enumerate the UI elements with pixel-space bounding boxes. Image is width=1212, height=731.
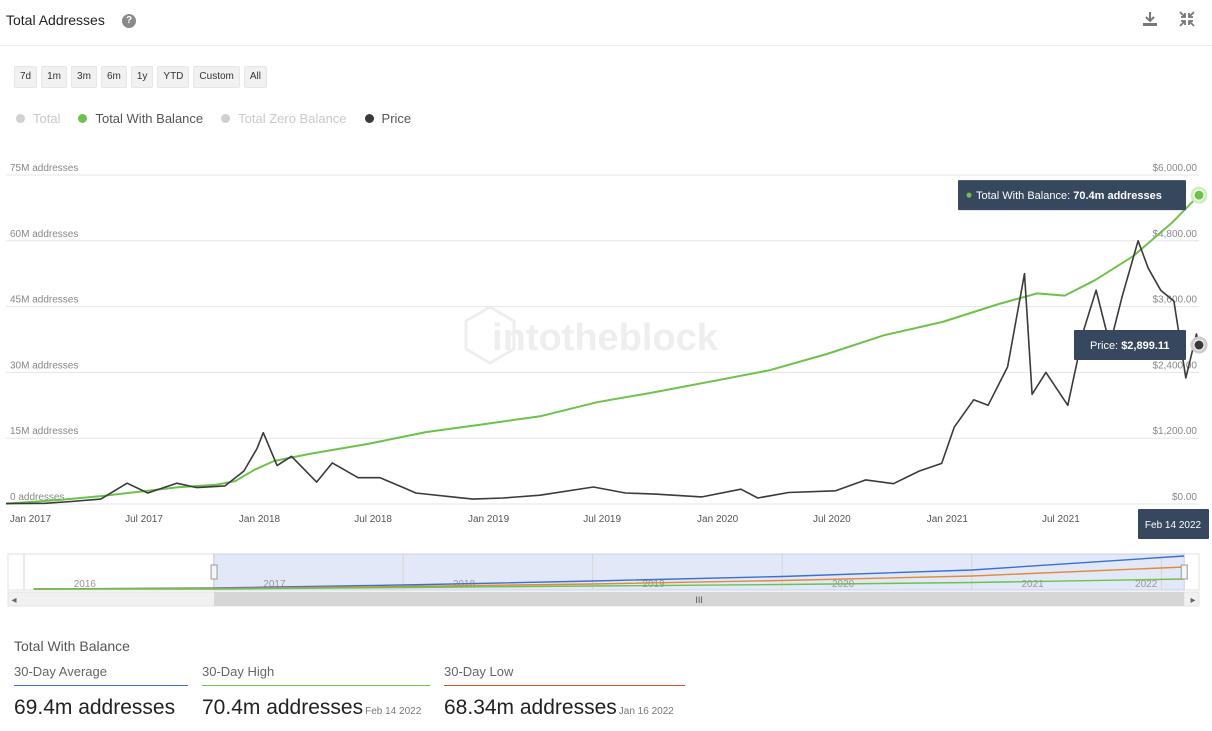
range-button-1y[interactable]: 1y xyxy=(130,66,154,88)
range-button-ytd[interactable]: YTD xyxy=(157,66,190,88)
page-title: Total Addresses xyxy=(6,12,105,28)
series-line-total-with-balance xyxy=(5,194,1200,505)
stat-30-day-low: 30-Day Low 68.34m addresses Jan 16 2022 xyxy=(444,664,685,720)
legend-label: Total xyxy=(33,110,61,126)
tooltip-price-value: $2,899.11 xyxy=(1121,340,1169,352)
range-button-7d[interactable]: 7d xyxy=(14,66,38,88)
watermark: intotheblock xyxy=(492,317,719,359)
navigator-right-handle[interactable] xyxy=(1180,564,1188,580)
tooltip-green-dot-icon xyxy=(966,192,972,198)
scroll-right-arrow-icon[interactable]: ▸ xyxy=(1190,595,1195,606)
tooltip-balance-label: Total With Balance: xyxy=(976,190,1073,202)
tooltip-balance-box xyxy=(958,180,1186,211)
range-button-custom[interactable]: Custom xyxy=(193,66,240,88)
tooltip-price-text: Price: $2,899.11 xyxy=(1090,340,1170,352)
legend-dot-icon xyxy=(364,113,374,123)
y-right-tick-label: $0.00 xyxy=(1172,492,1197,503)
legend-item-total[interactable]: Total xyxy=(16,108,60,128)
x-tick-label: Jul 2018 xyxy=(354,514,392,525)
stat-label: 30-Day Average xyxy=(14,664,188,686)
stat-30-day-high: 30-Day High 70.4m addresses Feb 14 2022 xyxy=(202,664,430,720)
navigator-year-label: 2017 xyxy=(263,579,286,590)
tooltip-balance-text: Total With Balance: 70.4m addresses xyxy=(976,190,1162,202)
y-left-tick-label: 45M addresses xyxy=(10,295,78,306)
legend-label: Price xyxy=(381,110,412,126)
range-button-3m[interactable]: 3m xyxy=(71,66,97,88)
navigator-left-handle[interactable] xyxy=(210,564,218,580)
legend-item-price[interactable]: Price xyxy=(364,108,412,128)
x-tick-label: Jan 2019 xyxy=(468,514,510,525)
tooltip-date-box xyxy=(1138,509,1209,539)
x-tick-label: Jan 2021 xyxy=(927,514,969,525)
legend-label: Total With Balance xyxy=(95,110,204,126)
stat-value: 70.4m addresses Feb 14 2022 xyxy=(202,696,430,720)
range-navigator[interactable]: 2016 2017 2018 2019 2020 2021 2022◂ ▸III xyxy=(0,552,1212,608)
stat-date: Jan 16 2022 xyxy=(618,706,674,717)
legend-dot-icon xyxy=(16,113,25,123)
y-right-tick-label: $6,000.00 xyxy=(1153,163,1198,174)
y-left-tick-label: 30M addresses xyxy=(10,360,78,371)
legend-dot-icon xyxy=(221,113,231,123)
x-tick-label: Jul 2019 xyxy=(583,514,621,525)
stats-title: Total With Balance xyxy=(14,638,130,654)
chart-header: Total Addresses ? xyxy=(0,0,1212,46)
collapse-icon[interactable] xyxy=(1178,10,1196,28)
x-tick-label: Jul 2020 xyxy=(813,514,851,525)
stat-value: 69.4m addresses xyxy=(14,696,188,720)
legend-label: Total Zero Balance xyxy=(238,110,347,126)
y-left-tick-label: 60M addresses xyxy=(10,229,78,240)
download-icon[interactable] xyxy=(1141,10,1159,28)
stat-value-text: 70.4m addresses xyxy=(202,696,364,719)
navigator-year-label: 2018 xyxy=(453,579,476,590)
legend-item-total-zero-balance[interactable]: Total Zero Balance xyxy=(221,108,347,128)
navigator-year-label: 2019 xyxy=(642,579,665,590)
stat-value-text: 68.34m addresses xyxy=(444,696,617,719)
help-icon[interactable]: ? xyxy=(122,14,136,28)
navigator-year-label: 2016 xyxy=(74,579,97,590)
y-left-tick-label: 15M addresses xyxy=(10,426,78,437)
series-end-point xyxy=(1194,190,1204,200)
chart-legend: Total Total With Balance Total Zero Bala… xyxy=(16,108,429,128)
scroll-left-arrow-icon[interactable]: ◂ xyxy=(11,595,16,606)
navigator-year-label: 2022 xyxy=(1135,579,1158,590)
stat-label: 30-Day High xyxy=(202,664,430,686)
stat-date: Feb 14 2022 xyxy=(365,706,422,717)
range-button-6m[interactable]: 6m xyxy=(100,66,127,88)
stat-label: 30-Day Low xyxy=(444,664,685,686)
range-button-all[interactable]: All xyxy=(243,66,267,88)
x-tick-label: Jul 2021 xyxy=(1042,514,1080,525)
tooltip-balance-value: 70.4m addresses xyxy=(1073,190,1162,202)
stat-value: 68.34m addresses Jan 16 2022 xyxy=(444,696,685,720)
watermark-logo-icon xyxy=(464,305,516,365)
legend-item-total-with-balance[interactable]: Total With Balance xyxy=(78,108,203,128)
y-left-tick-label: 75M addresses xyxy=(10,163,78,174)
x-tick-label: Jan 2017 xyxy=(10,514,52,525)
x-tick-label: Jul 2017 xyxy=(125,514,163,525)
navigator-scrollbar-thumb[interactable] xyxy=(214,592,1185,606)
x-tick-label: Jan 2018 xyxy=(239,514,281,525)
y-left-tick-label: 0 addresses xyxy=(10,492,64,503)
y-right-tick-label: $1,200.00 xyxy=(1153,426,1198,437)
main-chart[interactable]: intotheblock 0 addresses $0.00 15M address… xyxy=(0,150,1212,550)
series-end-point xyxy=(1194,340,1204,350)
series-line-price xyxy=(5,240,1200,505)
scrollbar-grip-icon[interactable]: III xyxy=(695,595,703,605)
tooltip-price-box xyxy=(1074,330,1186,361)
y-right-tick-label: $4,800.00 xyxy=(1153,229,1198,240)
navigator-series-with-balance xyxy=(33,578,1185,590)
tooltip-price-label: Price: xyxy=(1090,340,1121,352)
y-right-tick-label: $2,400.00 xyxy=(1153,360,1198,371)
legend-dot-icon xyxy=(78,113,88,123)
stat-value-text: 69.4m addresses xyxy=(14,696,176,719)
y-right-tick-label: $3,600.00 xyxy=(1153,295,1198,306)
time-range-bar: 7d 1m 3m 6m 1y YTD Custom All xyxy=(14,66,267,88)
range-button-1m[interactable]: 1m xyxy=(41,66,68,88)
stat-30-day-average: 30-Day Average 69.4m addresses xyxy=(14,664,188,720)
navigator-year-label: 2021 xyxy=(1022,579,1045,590)
tooltip-date-text: Feb 14 2022 xyxy=(1145,520,1202,531)
x-tick-label: Jan 2020 xyxy=(697,514,739,525)
